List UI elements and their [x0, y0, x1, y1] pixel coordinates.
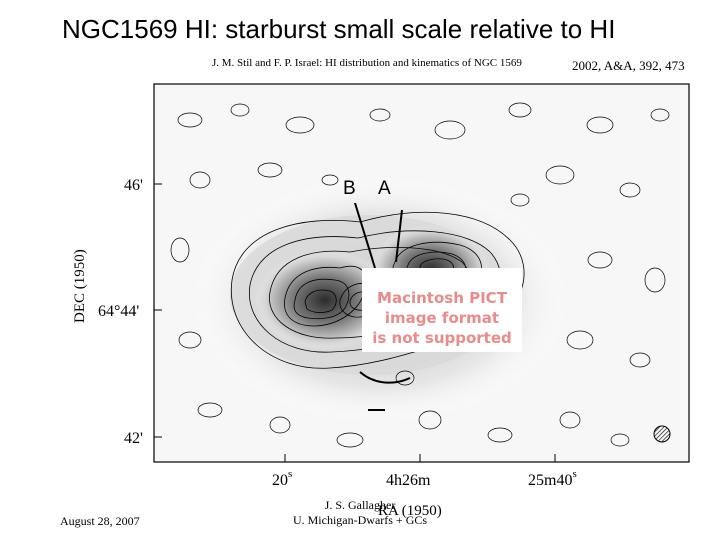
footer-center: J. S. Gallagher U. Michigan-Dwarfs + GCs [286, 498, 434, 528]
x-tick-4h26m: 4h26m [386, 472, 431, 489]
figure-header: J. M. Stil and F. P. Israel: HI distribu… [212, 57, 522, 69]
y-axis-label: DEC (1950) [72, 249, 88, 323]
x-tick-20s: 20 [272, 472, 288, 489]
y-tick-labels: 46' 64°44' 42' [98, 177, 143, 447]
citation: 2002, A&A, 392, 473 [572, 58, 685, 73]
svg-text:20s: 20s [272, 468, 292, 489]
y-tick-42: 42 [124, 430, 140, 447]
pict-line-2: image format [384, 309, 500, 327]
svg-text:25m40s: 25m40s [528, 468, 577, 489]
noise-contours [170, 102, 670, 448]
marker-lines [354, 202, 411, 411]
footer-date: August 28, 2007 [60, 514, 140, 528]
svg-text:42': 42' [124, 430, 143, 447]
svg-text:46': 46' [124, 177, 143, 194]
footer-author: J. S. Gallagher [324, 498, 396, 512]
y-tick-46: 46 [124, 177, 140, 194]
pict-line-3: is not supported [372, 329, 512, 347]
marker-a-label: A [378, 178, 391, 199]
marker-b-label: B [343, 178, 356, 199]
x-tick-25m40s: 25m40 [528, 472, 572, 489]
hi-core-west [255, 250, 395, 350]
x-tick-labels: 20s 4h26m 25m40s [272, 468, 577, 489]
beam-indicator [653, 425, 671, 443]
slide-title: NGC1569 HI: starburst small scale relati… [62, 14, 616, 44]
y-tick-44: 44 [120, 303, 136, 320]
svg-text:64°44': 64°44' [98, 303, 139, 320]
y-tick-64deg: 64° [98, 303, 120, 320]
axis-ticks [154, 183, 556, 462]
x-axis-label: RA (1950) [378, 503, 442, 519]
pict-placeholder: Macintosh PICT image format is not suppo… [362, 268, 522, 352]
footer-affiliation: U. Michigan-Dwarfs + GCs [292, 513, 428, 527]
pict-line-1: Macintosh PICT [377, 289, 507, 307]
